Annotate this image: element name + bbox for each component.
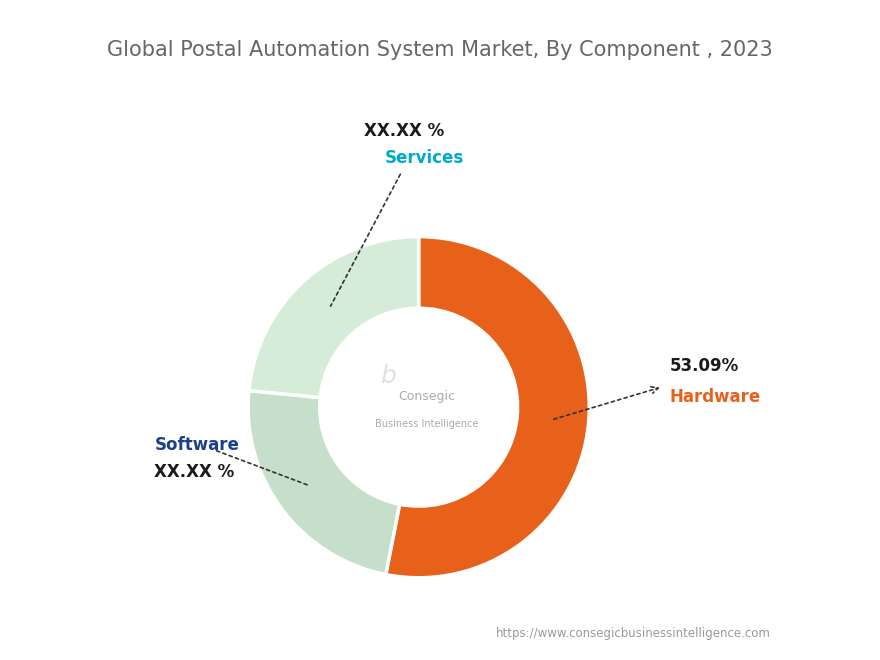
Text: Services: Services (385, 149, 464, 167)
Text: 53.09%: 53.09% (670, 357, 738, 376)
Text: https://www.consegicbusinessintelligence.com: https://www.consegicbusinessintelligence… (496, 627, 771, 640)
Wedge shape (248, 391, 400, 575)
Wedge shape (385, 236, 590, 578)
Text: XX.XX %: XX.XX % (154, 463, 235, 481)
Text: Business Intelligence: Business Intelligence (376, 419, 479, 429)
Text: Global Postal Automation System Market, By Component , 2023: Global Postal Automation System Market, … (107, 40, 773, 59)
Text: XX.XX %: XX.XX % (364, 122, 444, 140)
Text: Software: Software (154, 436, 239, 453)
Wedge shape (249, 236, 419, 397)
Text: b: b (380, 364, 396, 389)
Text: Hardware: Hardware (670, 388, 760, 406)
Text: Consegic: Consegic (399, 391, 456, 403)
